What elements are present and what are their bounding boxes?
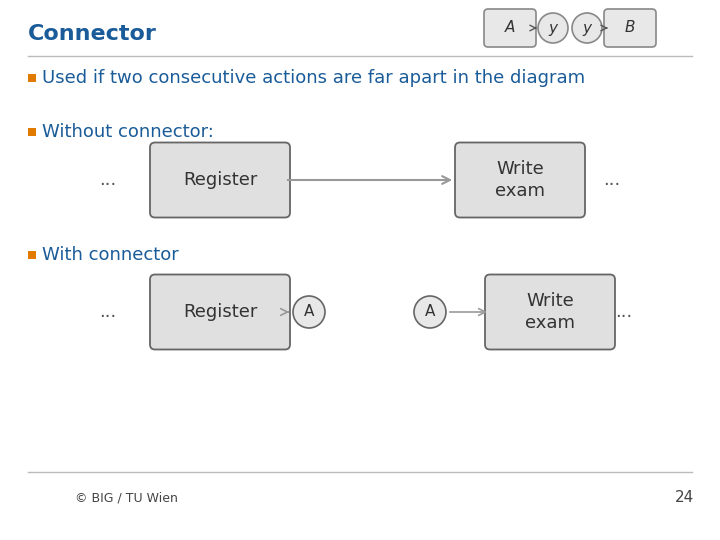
Text: Write
exam: Write exam [495, 160, 545, 200]
Text: Used if two consecutive actions are far apart in the diagram: Used if two consecutive actions are far … [42, 69, 585, 87]
Text: Connector: Connector [28, 24, 157, 44]
FancyBboxPatch shape [455, 143, 585, 218]
Circle shape [293, 296, 325, 328]
Circle shape [414, 296, 446, 328]
FancyBboxPatch shape [604, 9, 656, 47]
Text: Register: Register [183, 303, 257, 321]
Text: A: A [425, 305, 435, 320]
Text: ...: ... [603, 171, 621, 189]
Bar [28, 128, 36, 136]
Text: ...: ... [616, 303, 633, 321]
FancyBboxPatch shape [150, 143, 290, 218]
Text: y: y [582, 21, 592, 36]
Text: Write
exam: Write exam [525, 292, 575, 332]
Text: y: y [549, 21, 557, 36]
Circle shape [538, 13, 568, 43]
Circle shape [572, 13, 602, 43]
Text: ...: ... [99, 171, 117, 189]
Text: © BIG / TU Wien: © BIG / TU Wien [75, 491, 178, 504]
Text: A: A [304, 305, 314, 320]
Text: A: A [505, 21, 516, 36]
Text: Register: Register [183, 171, 257, 189]
FancyBboxPatch shape [484, 9, 536, 47]
FancyBboxPatch shape [485, 274, 615, 349]
Text: B: B [625, 21, 635, 36]
Text: 24: 24 [675, 490, 694, 505]
Text: With connector: With connector [42, 246, 179, 264]
FancyBboxPatch shape [150, 274, 290, 349]
Text: Without connector:: Without connector: [42, 123, 214, 141]
Bar [28, 74, 36, 82]
Bar [28, 251, 36, 259]
Text: ...: ... [99, 303, 117, 321]
